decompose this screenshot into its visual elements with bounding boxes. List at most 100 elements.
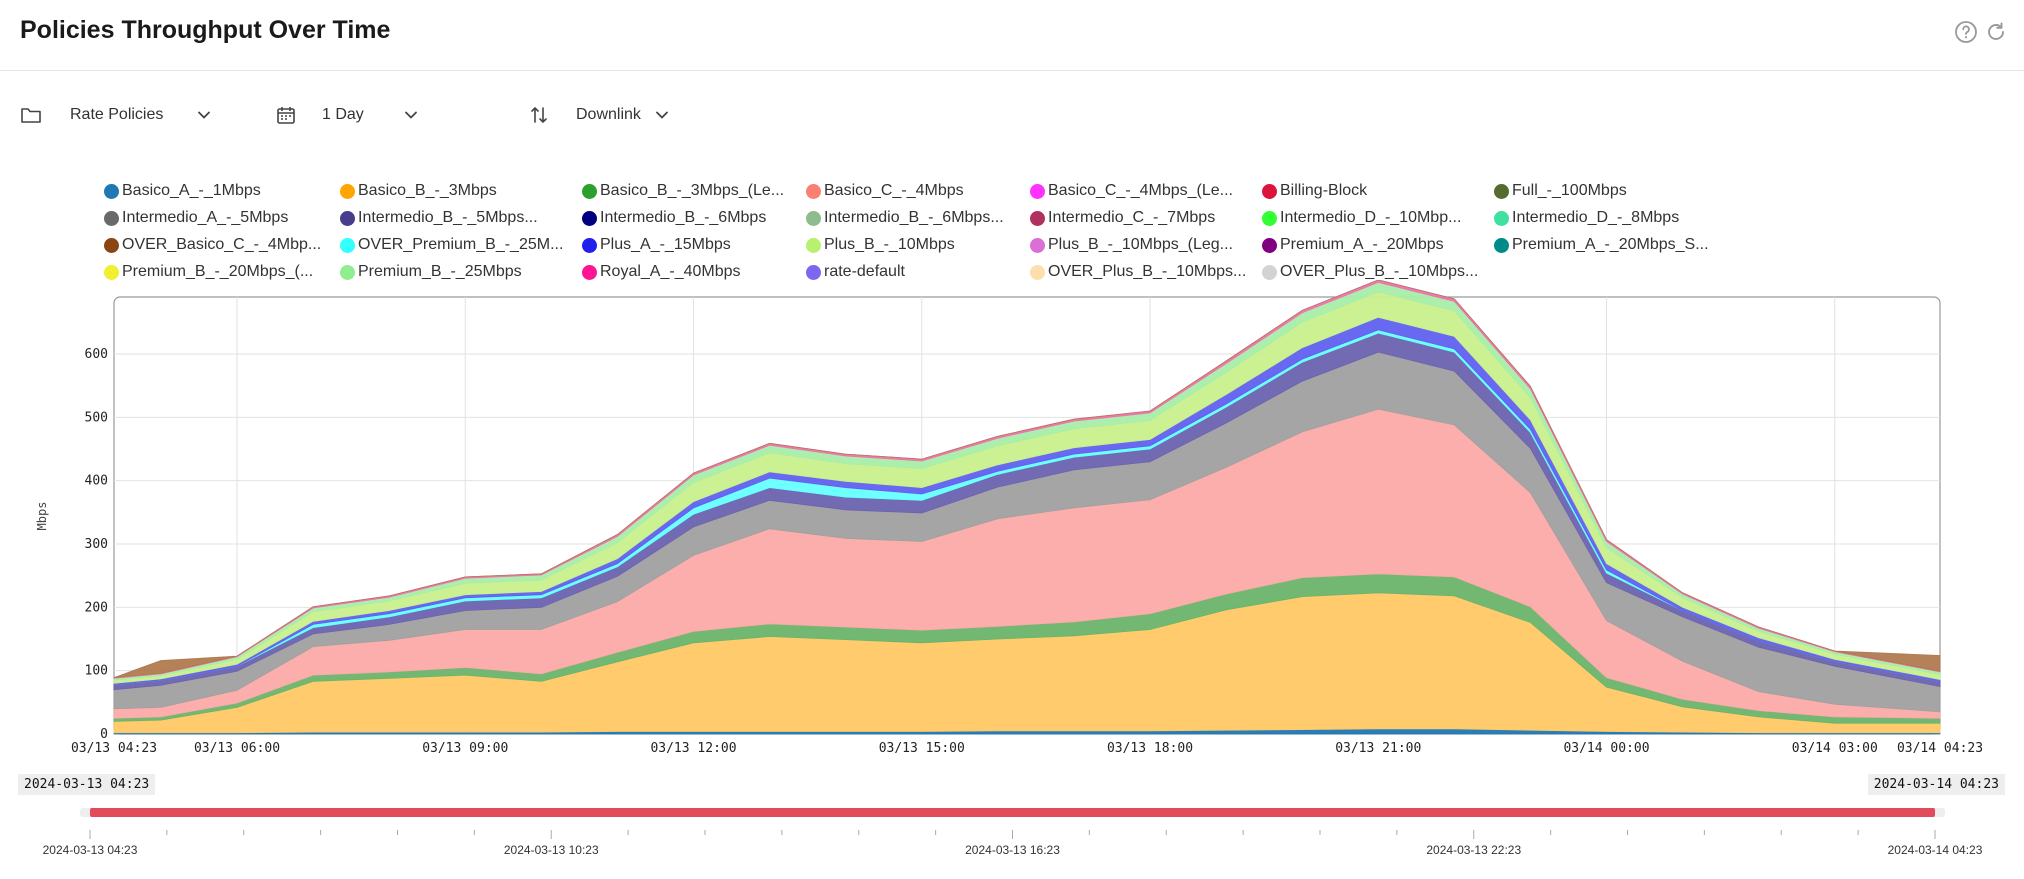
legend-label: Intermedio_B_-_5Mbps...: [358, 209, 538, 226]
y-tick-label: 500: [85, 410, 108, 425]
legend-item[interactable]: Full_-_100Mbps: [1494, 178, 1627, 204]
legend-label: Basico_C_-_4Mbps: [824, 182, 964, 199]
legend-swatch: [1262, 210, 1277, 226]
legend-swatch: [806, 210, 821, 226]
legend-item[interactable]: Basico_C_-_4Mbps: [806, 178, 964, 204]
legend-item[interactable]: Plus_B_-_10Mbps_(Leg...: [1030, 232, 1233, 258]
legend-swatch: [1262, 237, 1277, 253]
legend-item[interactable]: Intermedio_B_-_5Mbps...: [340, 205, 538, 231]
legend-swatch: [340, 264, 355, 280]
page-title: Policies Throughput Over Time: [20, 16, 391, 44]
sort-arrows-icon: [530, 105, 548, 125]
legend-item[interactable]: OVER_Premium_B_-_25M...: [340, 232, 563, 258]
legend-item[interactable]: Intermedio_A_-_5Mbps: [104, 205, 288, 231]
legend-swatch: [1030, 210, 1045, 226]
x-tick-label: 03/13 12:00: [650, 741, 736, 756]
range-end-label: 2024-03-14 04:23: [1867, 774, 2005, 795]
brush-tick-label: 2024-03-14 04:23: [1888, 843, 1983, 857]
brush-tick-label: 2024-03-13 16:23: [965, 843, 1060, 857]
header-actions: [1954, 20, 2008, 44]
legend-swatch: [1030, 237, 1045, 253]
legend-item[interactable]: Intermedio_D_-_8Mbps: [1494, 205, 1679, 231]
policy-selector[interactable]: Rate Policies: [20, 98, 211, 132]
legend-swatch: [582, 210, 597, 226]
legend-label: Intermedio_B_-_6Mbps: [600, 209, 767, 226]
legend-item[interactable]: OVER_Plus_B_-_10Mbps...: [1030, 259, 1246, 285]
legend-label: OVER_Plus_B_-_10Mbps...: [1280, 263, 1479, 280]
legend-swatch: [1030, 264, 1045, 280]
legend-item[interactable]: Premium_B_-_25Mbps: [340, 259, 522, 285]
help-icon[interactable]: [1954, 20, 1978, 44]
chevron-down-icon: [197, 110, 211, 120]
legend-item[interactable]: Intermedio_C_-_7Mbps: [1030, 205, 1215, 231]
x-tick-label: 03/13 04:23: [71, 741, 157, 756]
legend-item[interactable]: Premium_A_-_20Mbps_S...: [1494, 232, 1709, 258]
legend-label: Intermedio_D_-_10Mbp...: [1280, 209, 1462, 226]
direction-selector[interactable]: Downlink: [530, 98, 669, 132]
legend-item[interactable]: Basico_C_-_4Mbps_(Le...: [1030, 178, 1233, 204]
policy-selector-label: Rate Policies: [70, 106, 164, 123]
y-tick-label: 200: [85, 600, 108, 615]
legend-swatch: [582, 237, 597, 253]
x-tick-label: 03/13 18:00: [1107, 741, 1193, 756]
throughput-chart: 0 100 200 300 400 500 600 03/13 04:23 03/13 06:0…: [35, 280, 1983, 756]
legend-item[interactable]: Billing-Block: [1262, 178, 1367, 204]
legend-label: Royal_A_-_40Mbps: [600, 263, 741, 280]
x-tick-label: 03/13 15:00: [879, 741, 965, 756]
legend-label: Basico_B_-_3Mbps_(Le...: [600, 182, 785, 199]
period-selector[interactable]: 1 Day: [276, 98, 418, 132]
period-selector-label: 1 Day: [322, 106, 364, 123]
legend-swatch: [806, 237, 821, 253]
legend-swatch: [340, 183, 355, 199]
legend-label: Plus_A_-_15Mbps: [600, 236, 731, 253]
legend-item[interactable]: Intermedio_D_-_10Mbp...: [1262, 205, 1461, 231]
legend-swatch: [1262, 183, 1277, 199]
legend-swatch: [340, 210, 355, 226]
x-tick-label: 03/14 00:00: [1563, 741, 1649, 756]
legend-item[interactable]: Basico_B_-_3Mbps: [340, 178, 497, 204]
legend-item[interactable]: Plus_B_-_10Mbps: [806, 232, 955, 258]
legend-label: Basico_A_-_1Mbps: [122, 182, 261, 199]
legend-label: Basico_C_-_4Mbps_(Le...: [1048, 182, 1233, 199]
legend-swatch: [1494, 210, 1509, 226]
y-tick-label: 600: [85, 347, 108, 362]
legend-item[interactable]: OVER_Basico_C_-_4Mbp...: [104, 232, 321, 258]
legend-label: Premium_A_-_20Mbps: [1280, 236, 1444, 253]
legend-swatch: [1494, 183, 1509, 199]
x-tick-label: 03/14 04:23: [1897, 741, 1983, 756]
refresh-icon[interactable]: [1984, 20, 2008, 44]
legend-label: Full_-_100Mbps: [1512, 182, 1627, 199]
legend-swatch: [1262, 264, 1277, 280]
legend-item[interactable]: Premium_A_-_20Mbps: [1262, 232, 1444, 258]
brush-selection[interactable]: [90, 808, 1935, 817]
legend-swatch: [582, 264, 597, 280]
legend-item[interactable]: Plus_A_-_15Mbps: [582, 232, 731, 258]
legend-swatch: [806, 264, 821, 280]
legend-swatch: [582, 183, 597, 199]
legend-swatch: [1030, 183, 1045, 199]
legend-item[interactable]: Basico_A_-_1Mbps: [104, 178, 261, 204]
legend-label: Premium_A_-_20Mbps_S...: [1512, 236, 1709, 253]
legend-item[interactable]: Premium_B_-_20Mbps_(...: [104, 259, 313, 285]
chevron-down-icon: [655, 110, 669, 120]
legend-swatch: [340, 237, 355, 253]
series-area[interactable]: [113, 280, 1941, 678]
x-tick-label: 03/13 21:00: [1335, 741, 1421, 756]
legend-item[interactable]: OVER_Plus_B_-_10Mbps...: [1262, 259, 1478, 285]
legend-label: Intermedio_B_-_6Mbps...: [824, 209, 1004, 226]
legend-item[interactable]: Basico_B_-_3Mbps_(Le...: [582, 178, 784, 204]
legend-item[interactable]: Royal_A_-_40Mbps: [582, 259, 741, 285]
panel-header: Policies Throughput Over Time: [0, 0, 2024, 71]
y-tick-label: 0: [100, 727, 108, 742]
y-tick-label: 300: [85, 537, 108, 552]
legend-item[interactable]: Intermedio_B_-_6Mbps: [582, 205, 766, 231]
legend-label: Premium_B_-_20Mbps_(...: [122, 263, 314, 280]
legend-item[interactable]: Intermedio_B_-_6Mbps...: [806, 205, 1004, 231]
legend-swatch: [104, 264, 119, 280]
legend-label: Basico_B_-_3Mbps: [358, 182, 497, 199]
time-range-brush[interactable]: 2024-03-13 04:23 2024-03-13 10:23 2024-03-…: [0, 800, 2024, 879]
legend-swatch: [104, 183, 119, 199]
legend-item[interactable]: rate-default: [806, 259, 905, 285]
brush-tick-label: 2024-03-13 04:23: [43, 843, 138, 857]
legend-swatch: [104, 237, 119, 253]
